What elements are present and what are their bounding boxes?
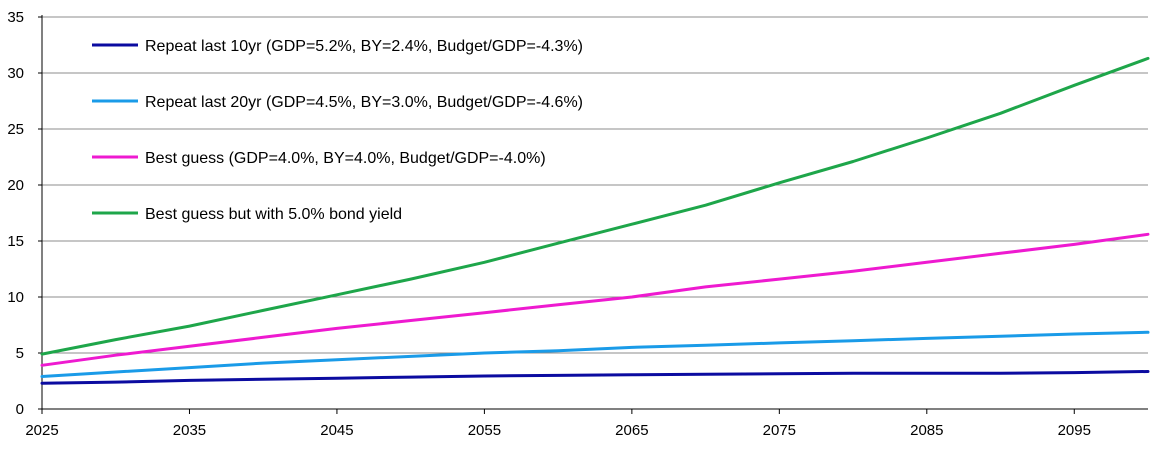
y-tick-label: 5 bbox=[16, 345, 24, 362]
legend-label-2: Repeat last 20yr (GDP=4.5%, BY=3.0%, Bud… bbox=[145, 94, 583, 111]
x-tick-label: 2035 bbox=[173, 422, 206, 439]
x-tick-label: 2055 bbox=[468, 422, 501, 439]
legend-label-3: Best guess (GDP=4.0%, BY=4.0%, Budget/GD… bbox=[145, 150, 546, 167]
x-tick-label: 2025 bbox=[25, 422, 58, 439]
y-tick-label: 25 bbox=[7, 121, 24, 138]
x-tick-label: 2065 bbox=[615, 422, 648, 439]
y-tick-label: 0 bbox=[16, 401, 24, 418]
series-line-3 bbox=[40, 232, 1150, 367]
grid-layer bbox=[42, 16, 1148, 354]
x-tick-label: 2085 bbox=[910, 422, 943, 439]
series-line-1 bbox=[40, 370, 1150, 385]
y-tick-label: 35 bbox=[7, 9, 24, 26]
legend-label-4: Best guess but with 5.0% bond yield bbox=[145, 206, 402, 223]
y-tick-label: 30 bbox=[7, 65, 24, 82]
legend-label-1: Repeat last 10yr (GDP=5.2%, BY=2.4%, Bud… bbox=[145, 38, 583, 55]
legend: Repeat last 10yr (GDP=5.2%, BY=2.4%, Bud… bbox=[92, 38, 583, 223]
x-tick-label: 2095 bbox=[1058, 422, 1091, 439]
series-layer bbox=[40, 56, 1150, 385]
x-tick-label: 2045 bbox=[320, 422, 353, 439]
y-tick-label: 20 bbox=[7, 177, 24, 194]
series-line-2 bbox=[40, 330, 1150, 378]
y-tick-label: 15 bbox=[7, 233, 24, 250]
x-tick-label: 2075 bbox=[763, 422, 796, 439]
series-line-4 bbox=[40, 56, 1150, 356]
y-tick-label: 10 bbox=[7, 289, 24, 306]
